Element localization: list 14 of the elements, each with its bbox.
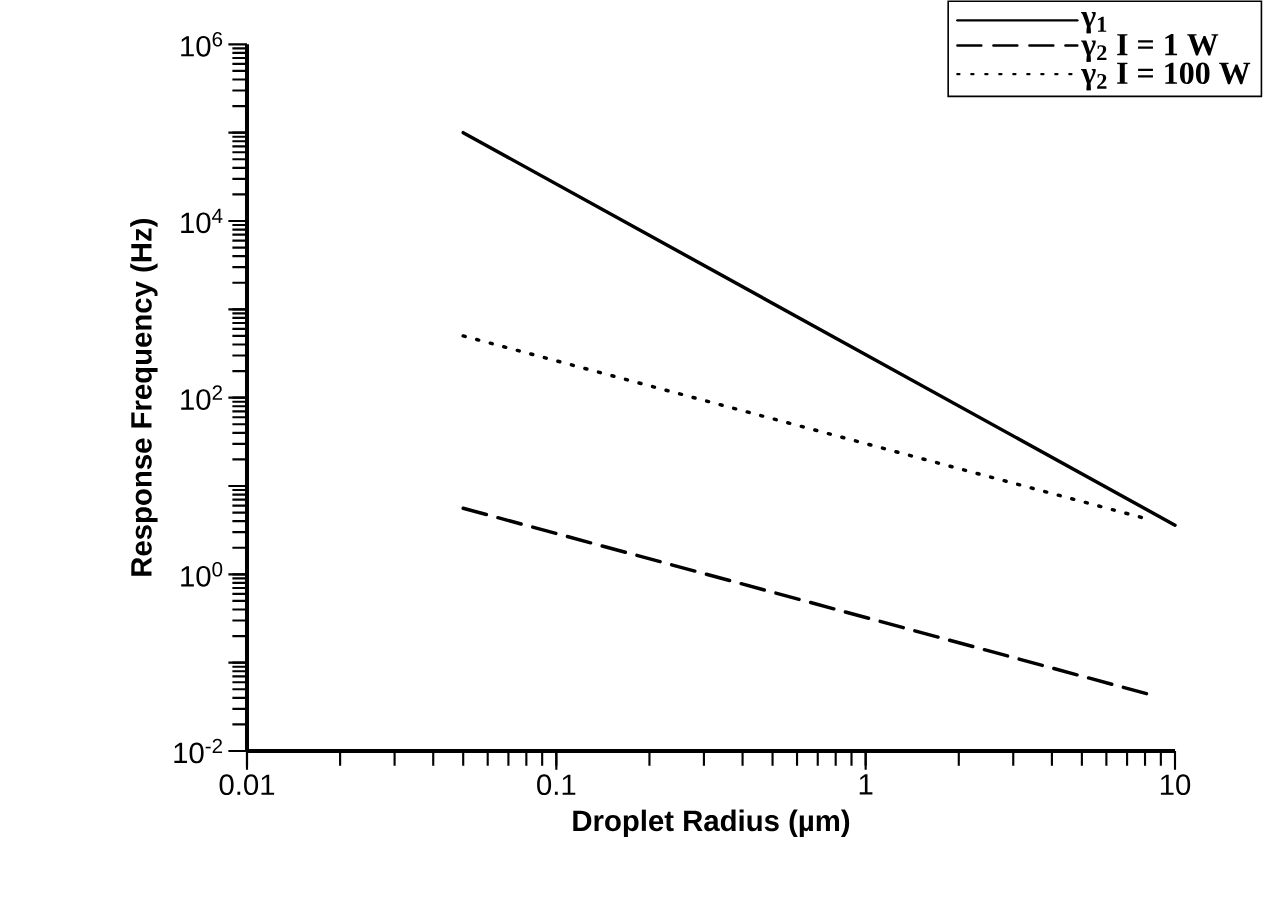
x-axis-title: Droplet Radius (µm) [573, 809, 850, 837]
y-tick-label: 10$^{6}$ [181, 31, 223, 57]
y-tick-label: 10$^{2}$ [181, 385, 222, 410]
y-tick-label: 10$^{-2}$ [174, 738, 222, 764]
x-tick-label: 0.01 [219, 774, 275, 796]
legend-label: γ$_{2}$ I = 100 W [1081, 62, 1251, 91]
x-tick-label: 1 [859, 774, 873, 795]
legend-label: γ$_{1}$ [1081, 12, 1107, 34]
y-tick-label: 10$^{0}$ [181, 562, 223, 587]
x-tick-label: 0.1 [537, 774, 576, 796]
legend-label: γ$_{2}$ I = 1 W [1081, 34, 1219, 62]
y-axis-title: Response Frequency (Hz) [130, 219, 158, 576]
y-tick-label: 10$^{4}$ [181, 208, 223, 234]
x-tick-label: 10 [1160, 774, 1191, 796]
